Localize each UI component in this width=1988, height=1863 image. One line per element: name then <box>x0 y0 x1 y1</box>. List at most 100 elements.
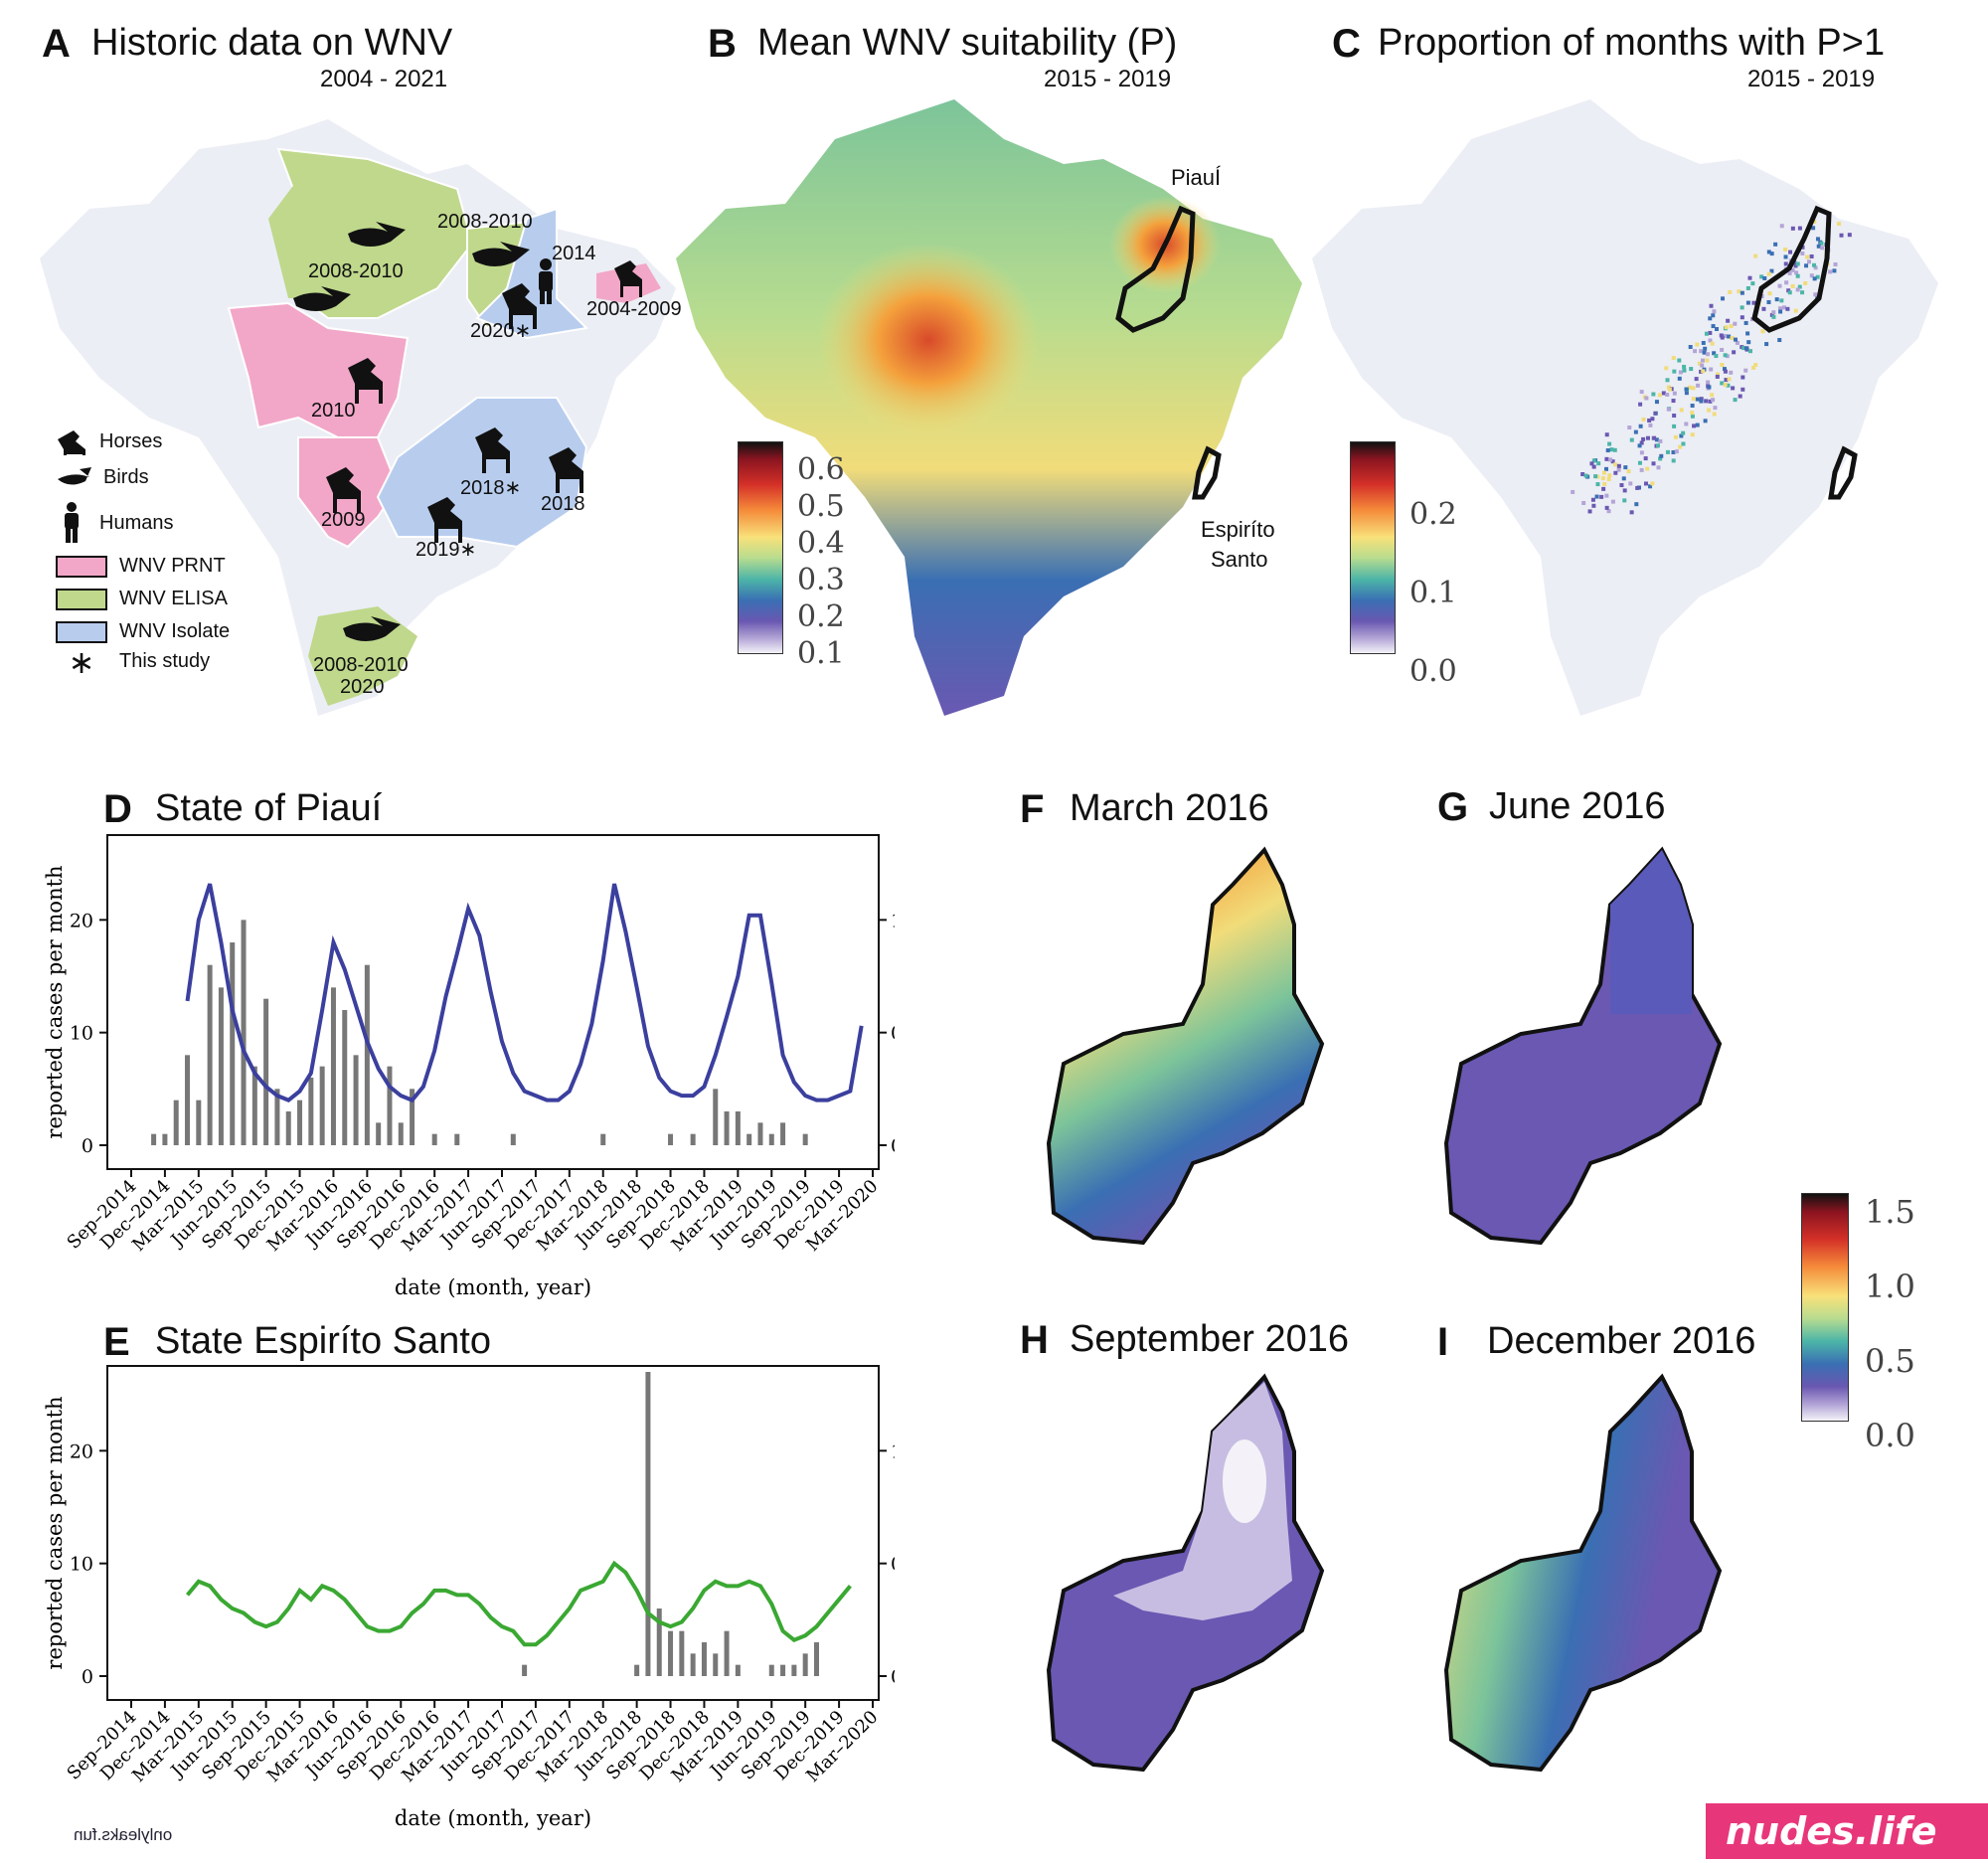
scatter-cell <box>1641 436 1646 441</box>
scatter-cell <box>1783 254 1788 259</box>
scatter-cell <box>1595 474 1600 479</box>
bar <box>330 987 336 1145</box>
scatter-cell <box>1616 467 1621 472</box>
scatter-cell <box>1695 397 1700 402</box>
scatter-cell <box>1753 254 1758 258</box>
scatter-cell <box>1769 268 1774 273</box>
scatter-cell <box>1671 399 1676 404</box>
bar <box>364 964 370 1145</box>
scatter-cell <box>1790 267 1795 272</box>
scatter-cell <box>1729 370 1734 375</box>
scatter-cell <box>1671 458 1676 463</box>
human-icon <box>65 502 79 543</box>
scatter-cell <box>1795 273 1800 278</box>
horse-icon <box>427 497 462 543</box>
scatter-cell <box>1654 437 1659 442</box>
legend-birds-label: Birds <box>103 465 149 488</box>
legend-prnt: WNV PRNT <box>56 555 226 578</box>
espirito-santo-outline <box>1828 445 1858 500</box>
bar <box>207 964 213 1145</box>
scatter-cell <box>1727 377 1732 382</box>
bar <box>285 1111 291 1145</box>
scatter-cell <box>1716 372 1721 377</box>
scatter-cell <box>1596 461 1601 466</box>
bar <box>342 1010 348 1145</box>
santo-label: Santo <box>1211 547 1268 572</box>
scatter-cell <box>1629 437 1634 442</box>
scatter-cell <box>1604 493 1609 498</box>
scatter-cell <box>1714 354 1719 359</box>
scatter-cell <box>1678 444 1683 449</box>
bar <box>398 1122 404 1145</box>
scatter-cell <box>1721 296 1726 301</box>
scatter-cell <box>1743 320 1748 325</box>
scatter-cell <box>1743 346 1748 351</box>
watermark-badge: nudes.life <box>1706 1803 1988 1859</box>
bird-icon <box>58 467 91 485</box>
colorbar-tick: 0.5 <box>797 489 845 524</box>
scatter-cell <box>1707 408 1712 413</box>
bar <box>802 1653 808 1676</box>
y2-tick-label: 0.5 <box>891 1023 895 1045</box>
bar <box>162 1133 168 1145</box>
scatter-cell <box>1690 414 1695 419</box>
map-june-2016 <box>1443 846 1723 1246</box>
y-tick-label: 0 <box>82 1666 93 1688</box>
scatter-cell <box>1737 289 1741 294</box>
scatter-cell <box>1671 449 1676 454</box>
scatter-cell <box>1684 387 1689 392</box>
bar <box>768 1664 774 1676</box>
bar <box>454 1133 460 1145</box>
bar <box>274 1089 280 1145</box>
bar <box>645 1372 651 1676</box>
scatter-cell <box>1650 417 1655 422</box>
scatter-cell <box>1709 303 1714 308</box>
y-tick-label: 20 <box>70 910 93 932</box>
scatter-cell <box>1761 306 1766 311</box>
scatter-cell <box>1684 391 1689 396</box>
bar <box>431 1133 437 1145</box>
y2-tick-label: 0.5 <box>891 1554 895 1576</box>
panel-i-title: December 2016 <box>1487 1320 1756 1362</box>
scatter-cell <box>1643 481 1648 486</box>
scatter-cell <box>1733 398 1738 403</box>
bar <box>668 1133 674 1145</box>
y2-tick-label: 0.0 <box>891 1135 895 1157</box>
scatter-cell <box>1667 387 1672 392</box>
bar <box>308 1078 314 1145</box>
scatter-cell <box>1777 283 1782 288</box>
scatter-cell <box>1672 414 1677 419</box>
scatter-cell <box>1639 390 1644 395</box>
scatter-cell <box>1591 503 1596 508</box>
map-march-2016 <box>1046 846 1325 1246</box>
lowest-region-shade <box>1223 1440 1266 1523</box>
scatter-cell <box>1638 402 1643 407</box>
scatter-cell <box>1665 392 1670 397</box>
scatter-cell <box>1795 261 1800 266</box>
colorbar-tick: 0.3 <box>797 563 845 597</box>
scatter-cell <box>1805 254 1810 259</box>
scatter-cell <box>1659 453 1664 458</box>
index-p-line <box>185 1560 852 1647</box>
bar <box>353 1055 359 1145</box>
scatter-cell <box>1774 297 1779 302</box>
scatter-cell <box>1679 433 1684 438</box>
horse-icon <box>58 430 85 455</box>
scatter-cell <box>1740 315 1744 320</box>
region-label: 2020∗ <box>470 320 532 342</box>
scatter-cell <box>1724 378 1729 383</box>
scatter-cell <box>1740 305 1744 310</box>
scatter-cell <box>1613 470 1618 475</box>
bar <box>241 920 247 1145</box>
scatter-cell <box>1764 342 1769 347</box>
scatter-cell <box>1813 265 1818 270</box>
bar <box>735 1111 741 1145</box>
scatter-cell <box>1800 290 1805 295</box>
scatter-cell <box>1800 245 1805 250</box>
scatter-cell <box>1666 385 1671 390</box>
scatter-cell <box>1803 280 1808 285</box>
bird-icon <box>348 222 406 247</box>
scatter-cell <box>1720 362 1725 367</box>
scatter-cell <box>1601 486 1606 491</box>
bar <box>690 1653 696 1676</box>
